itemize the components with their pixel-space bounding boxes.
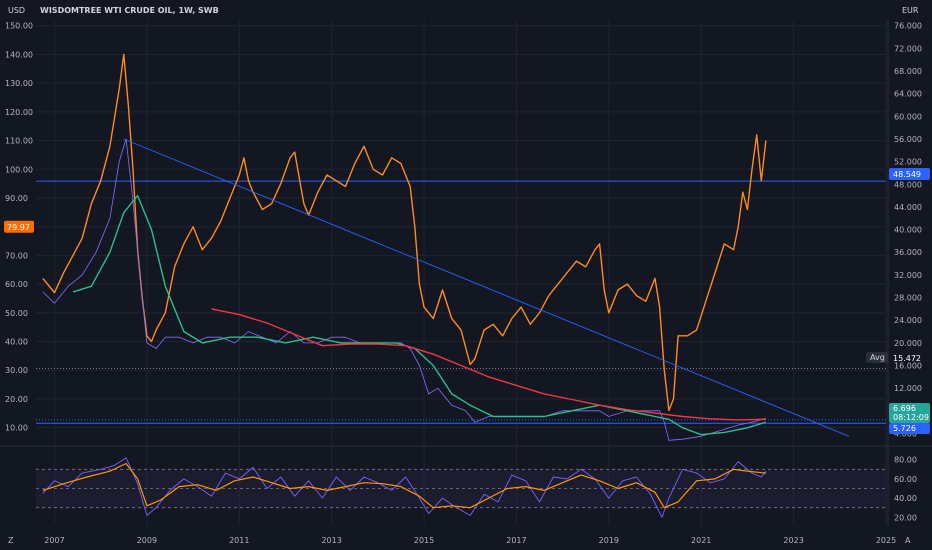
left-axis-tick-label: 20.00 xyxy=(5,395,28,404)
right-axis-tick-label: 64.000 xyxy=(894,90,922,99)
left-axis-tick-label: 150.00 xyxy=(5,22,33,31)
right-axis-tick-label: 20.000 xyxy=(894,339,922,348)
countdown-value: 08:12:09 xyxy=(893,413,929,422)
last-price-badge: 6.696 08:12:09 xyxy=(889,403,930,423)
right-axis-tick-label: 56.000 xyxy=(894,135,922,144)
rsi-series-group xyxy=(42,457,767,518)
rsi-series-line-0 xyxy=(42,457,767,518)
timezone-z-button[interactable]: Z xyxy=(8,536,14,545)
right-axis-tick-label: 40.000 xyxy=(894,226,922,235)
left-axis-tick-label: 110.00 xyxy=(5,137,33,146)
x-axis-tick-label: 2007 xyxy=(44,536,64,545)
x-axis-tick-label: 2019 xyxy=(599,536,619,545)
left-price-value: 79.97 xyxy=(7,223,30,232)
right-axis-tick-label: 44.000 xyxy=(894,203,922,212)
low-price-value: 5.726 xyxy=(893,424,916,433)
left-price-badge: 79.97 xyxy=(4,220,34,233)
left-axis-tick-label: 70.00 xyxy=(5,251,28,260)
left-axis-tick-label: 100.00 xyxy=(5,165,33,174)
right-axis-tick-label: 36.000 xyxy=(894,248,922,257)
x-axis-tick-label: 2021 xyxy=(691,536,711,545)
right-axis-tick-label: 24.000 xyxy=(894,316,922,325)
right-axis-tick-label: 72.000 xyxy=(894,44,922,53)
right-currency-label: EUR xyxy=(902,6,919,15)
last-price-value: 6.696 xyxy=(893,404,916,413)
right-axis-tick-label: 76.000 xyxy=(894,22,922,31)
chart-title: WISDOMTREE WTI CRUDE OIL, 1W, SWB xyxy=(40,6,219,15)
low-price-badge: 5.726 xyxy=(889,423,930,434)
x-axis-tick-label: 2011 xyxy=(229,536,249,545)
rsi-axis-tick-label: 60.00 xyxy=(894,475,917,484)
left-axis-tick-label: 140.00 xyxy=(5,50,33,59)
auto-scale-a-button[interactable]: A xyxy=(905,536,911,545)
series-line-3 xyxy=(211,308,766,421)
right-axis-tick-label: 68.000 xyxy=(894,67,922,76)
left-currency-label: USD xyxy=(8,6,25,15)
series-line-0 xyxy=(42,53,767,412)
left-axis-tick-label: 50.00 xyxy=(5,309,28,318)
right-axis-tick-label: 60.000 xyxy=(894,112,922,121)
right-level-value: 48.549 xyxy=(893,170,921,179)
x-axis-tick-label: 2017 xyxy=(506,536,526,545)
right-axis-tick-label: 4.000 xyxy=(894,430,917,439)
rsi-series-line-1 xyxy=(42,462,766,509)
x-axis-tick-label: 2025 xyxy=(876,536,896,545)
avg-badge: Avg 15.472 xyxy=(866,352,921,363)
series-line-4 xyxy=(123,138,850,437)
x-axis-tick-label: 2013 xyxy=(321,536,341,545)
left-axis-tick-label: 60.00 xyxy=(5,280,28,289)
x-axis-tick-label: 2023 xyxy=(783,536,803,545)
left-axis-tick-label: 120.00 xyxy=(5,108,33,117)
left-axis-tick-label: 40.00 xyxy=(5,338,28,347)
right-axis-tick-label: 48.000 xyxy=(894,180,922,189)
rsi-axis-tick-label: 40.00 xyxy=(894,494,917,503)
x-axis-tick-label: 2009 xyxy=(137,536,157,545)
series-group xyxy=(42,53,850,441)
avg-label: Avg xyxy=(870,353,885,362)
x-axis-tick-label: 2015 xyxy=(414,536,434,545)
left-axis-tick-label: 10.00 xyxy=(5,424,28,433)
grid-lines xyxy=(0,20,932,525)
right-axis-tick-label: 52.000 xyxy=(894,158,922,167)
right-axis-tick-label: 28.000 xyxy=(894,294,922,303)
avg-value: 15.472 xyxy=(893,354,921,363)
right-axis-tick-label: 16.000 xyxy=(894,362,922,371)
rsi-axis-tick-label: 80.00 xyxy=(894,456,917,465)
right-axis-tick-label: 12.000 xyxy=(894,384,922,393)
left-axis-tick-label: 90.00 xyxy=(5,194,28,203)
rsi-pane-background xyxy=(36,468,886,509)
right-axis-tick-label: 32.000 xyxy=(894,271,922,280)
left-axis-tick-label: 30.00 xyxy=(5,366,28,375)
rsi-axis-tick-label: 20.00 xyxy=(894,513,917,522)
left-axis-tick-label: 130.00 xyxy=(5,79,33,88)
right-level-badge: 48.549 xyxy=(889,168,930,180)
